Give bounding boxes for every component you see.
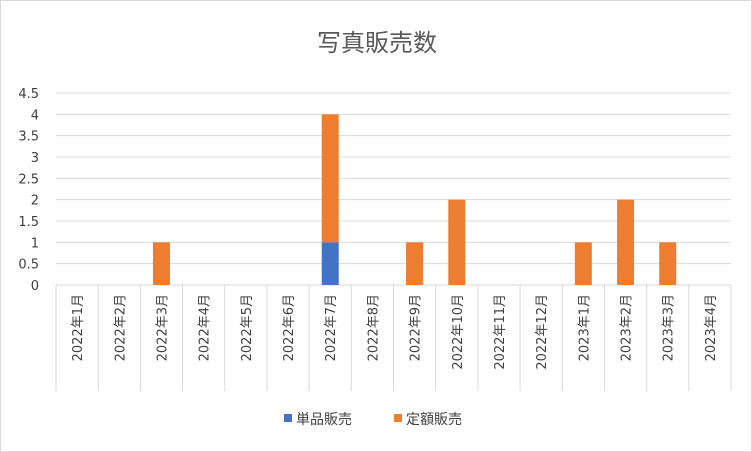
x-tick-label: 2022年8月	[366, 294, 381, 361]
chart-title: 写真販売数	[317, 29, 437, 57]
legend-swatch	[394, 414, 402, 422]
y-tick-label: 4.5	[18, 87, 39, 102]
y-tick-label: 4	[31, 108, 39, 123]
x-tick-label: 2022年7月	[324, 294, 339, 361]
x-tick-label: 2023年2月	[620, 294, 635, 361]
y-tick-label: 1.5	[18, 215, 39, 230]
y-tick-label: 2	[31, 194, 39, 209]
y-tick-label: 3.5	[18, 130, 39, 145]
category-dividers	[55, 285, 732, 391]
y-axis-ticks: 0 0.5 1 1.5 2 2.5 3 3.5 4 4.5	[18, 87, 39, 294]
x-tick-label: 2022年10月	[451, 294, 466, 370]
x-tick-label: 2022年5月	[240, 294, 255, 361]
bar-subscription	[448, 199, 466, 285]
x-tick-label: 2022年2月	[113, 294, 128, 361]
x-tick-label: 2022年11月	[493, 294, 508, 370]
bar-single	[321, 242, 339, 285]
bar-subscription	[152, 242, 170, 285]
x-tick-label: 2022年4月	[198, 294, 213, 361]
x-tick-label: 2022年3月	[155, 294, 170, 361]
bar-subscription	[321, 114, 339, 243]
y-tick-label: 3	[31, 151, 39, 166]
x-tick-label: 2023年1月	[577, 294, 592, 361]
bars	[152, 114, 677, 285]
bar-subscription	[617, 199, 635, 285]
y-tick-label: 0.5	[18, 258, 39, 273]
x-tick-label: 2023年4月	[704, 294, 719, 361]
y-tick-label: 2.5	[18, 172, 39, 187]
x-tick-label: 2022年6月	[282, 294, 297, 361]
x-tick-label: 2022年12月	[535, 294, 550, 370]
y-tick-label: 0	[31, 279, 39, 294]
legend-label: 単品販売	[296, 412, 352, 428]
bar-subscription	[574, 242, 592, 285]
y-tick-label: 1	[31, 236, 39, 251]
legend: 単品販売 定額販売	[284, 412, 462, 428]
legend-swatch	[284, 414, 292, 422]
x-tick-label: 2022年1月	[71, 294, 86, 361]
bar-subscription	[659, 242, 677, 285]
bar-subscription	[406, 242, 424, 285]
x-tick-label: 2022年9月	[409, 294, 424, 361]
x-axis-ticks: 2022年1月 2022年2月 2022年3月 2022年4月 2022年5月 2022年…	[71, 294, 719, 370]
legend-label: 定額販売	[406, 412, 462, 428]
x-tick-label: 2023年3月	[662, 294, 677, 361]
